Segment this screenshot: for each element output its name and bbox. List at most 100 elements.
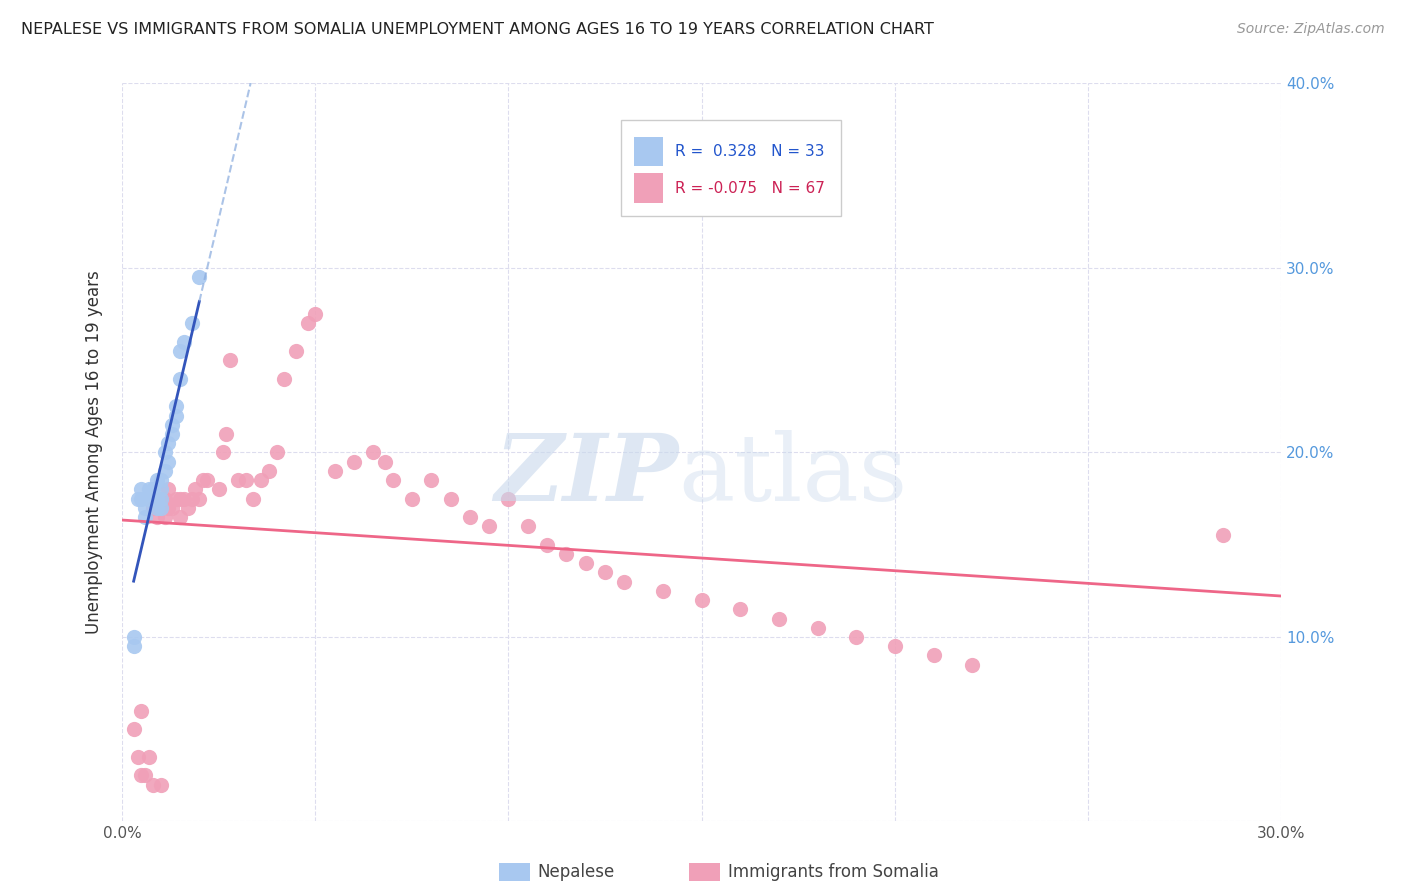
Point xyxy=(153,510,176,524)
Point xyxy=(149,778,172,792)
Point xyxy=(149,483,172,497)
Point xyxy=(323,464,346,478)
Text: ZIP: ZIP xyxy=(495,430,679,520)
Point xyxy=(184,483,207,497)
Point xyxy=(188,270,211,285)
Point xyxy=(122,639,145,653)
Point xyxy=(157,500,180,515)
Text: Nepalese: Nepalese xyxy=(537,863,614,881)
Point xyxy=(1212,528,1234,542)
Point xyxy=(304,307,326,321)
Point xyxy=(361,445,384,459)
Point xyxy=(134,510,156,524)
Point xyxy=(458,510,481,524)
Point xyxy=(420,473,443,487)
Point xyxy=(162,417,184,432)
Point xyxy=(131,704,153,718)
Point xyxy=(730,602,752,616)
Point xyxy=(146,500,169,515)
Point xyxy=(593,566,616,580)
Point xyxy=(226,473,249,487)
Point xyxy=(165,409,187,423)
Point xyxy=(613,574,636,589)
Point xyxy=(149,491,172,506)
Point xyxy=(555,547,578,561)
Point xyxy=(157,483,180,497)
Point xyxy=(768,611,790,625)
Point xyxy=(157,436,180,450)
Point xyxy=(235,473,257,487)
Point xyxy=(162,500,184,515)
Point xyxy=(297,316,319,330)
Point xyxy=(127,750,149,764)
Point xyxy=(146,510,169,524)
Point xyxy=(536,538,558,552)
Point xyxy=(652,583,675,598)
Point xyxy=(381,473,404,487)
Point xyxy=(146,491,169,506)
Point xyxy=(142,491,165,506)
Point xyxy=(149,491,172,506)
Point xyxy=(122,722,145,736)
Point xyxy=(257,464,280,478)
Point xyxy=(146,473,169,487)
Point xyxy=(439,491,461,506)
Point xyxy=(208,483,231,497)
Text: R = -0.075   N = 67: R = -0.075 N = 67 xyxy=(675,181,825,195)
Point xyxy=(142,483,165,497)
Point xyxy=(142,500,165,515)
Point xyxy=(157,455,180,469)
Point xyxy=(195,473,218,487)
Text: NEPALESE VS IMMIGRANTS FROM SOMALIA UNEMPLOYMENT AMONG AGES 16 TO 19 YEARS CORRE: NEPALESE VS IMMIGRANTS FROM SOMALIA UNEM… xyxy=(21,22,934,37)
Point xyxy=(134,500,156,515)
Point xyxy=(149,473,172,487)
Point xyxy=(134,768,156,782)
Y-axis label: Unemployment Among Ages 16 to 19 years: Unemployment Among Ages 16 to 19 years xyxy=(86,270,103,634)
Text: Immigrants from Somalia: Immigrants from Somalia xyxy=(728,863,939,881)
Text: R =  0.328   N = 33: R = 0.328 N = 33 xyxy=(675,144,824,159)
Point xyxy=(807,621,830,635)
Point xyxy=(180,316,202,330)
Point xyxy=(284,343,307,358)
Point xyxy=(138,750,160,764)
Bar xyxy=(634,173,664,203)
Point xyxy=(211,445,233,459)
Point xyxy=(242,491,264,506)
Point xyxy=(960,657,983,672)
Point xyxy=(374,455,396,469)
Point xyxy=(169,510,191,524)
Point xyxy=(266,445,288,459)
Point xyxy=(165,400,187,414)
Point xyxy=(273,371,295,385)
Point xyxy=(138,491,160,506)
Point xyxy=(122,630,145,644)
Point xyxy=(690,593,713,607)
Point xyxy=(478,519,501,533)
Point xyxy=(575,556,598,570)
Point xyxy=(250,473,273,487)
Point xyxy=(180,491,202,506)
Point xyxy=(219,353,242,368)
Point xyxy=(173,334,195,349)
Point xyxy=(142,778,165,792)
Bar xyxy=(620,120,841,216)
Point xyxy=(149,500,172,515)
Point xyxy=(845,630,868,644)
Text: Source: ZipAtlas.com: Source: ZipAtlas.com xyxy=(1237,22,1385,37)
Point xyxy=(162,427,184,442)
Point xyxy=(169,491,191,506)
Point xyxy=(153,445,176,459)
Point xyxy=(498,491,520,506)
Point xyxy=(215,427,238,442)
Point xyxy=(138,491,160,506)
Point xyxy=(165,491,187,506)
Point xyxy=(884,639,907,653)
Point xyxy=(153,491,176,506)
Text: atlas: atlas xyxy=(679,430,908,520)
Point xyxy=(169,371,191,385)
Point xyxy=(131,483,153,497)
Point xyxy=(153,464,176,478)
Point xyxy=(193,473,215,487)
Point xyxy=(131,491,153,506)
Point xyxy=(188,491,211,506)
